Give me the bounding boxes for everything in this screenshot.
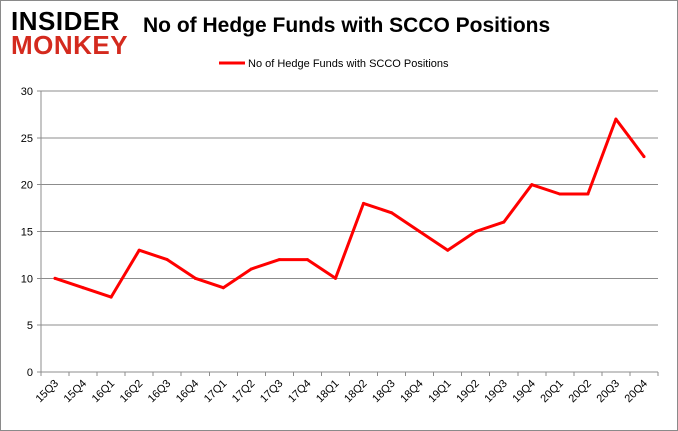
x-tick-label: 16Q4 xyxy=(174,378,202,406)
y-tick-label: 10 xyxy=(21,273,33,285)
y-tick-label: 15 xyxy=(21,227,33,239)
data-point xyxy=(474,230,478,233)
data-point xyxy=(53,276,57,280)
x-tick-label: 17Q4 xyxy=(286,378,314,406)
x-tick-label: 16Q1 xyxy=(90,378,118,406)
logo-line-1: INSIDER xyxy=(11,6,120,36)
x-tick-label: 20Q3 xyxy=(595,378,623,406)
x-tick-labels: 15Q3 15Q4 16Q1 16Q2 16Q3 16Q4 17Q1 17Q2 17Q3 17Q4… xyxy=(34,378,650,406)
x-tick-label: 19Q3 xyxy=(482,378,510,406)
x-tick-label: 19Q4 xyxy=(510,378,538,406)
x-tick-label: 19Q1 xyxy=(426,378,454,406)
chart-title: No of Hedge Funds with SCCO Positions xyxy=(143,14,551,37)
y-tick-labels: 0 5 10 15 20 25 30 xyxy=(21,86,33,379)
data-point xyxy=(81,286,85,290)
x-tick-label: 17Q2 xyxy=(230,378,258,406)
data-point xyxy=(137,248,141,252)
data-point xyxy=(614,117,618,121)
data-point xyxy=(165,258,169,262)
x-tick-label: 17Q1 xyxy=(202,378,230,406)
series-line xyxy=(53,117,646,299)
x-tick-label: 16Q2 xyxy=(118,378,146,406)
y-tick-label: 20 xyxy=(21,180,33,192)
x-tick-label: 20Q2 xyxy=(566,378,594,406)
x-tick-label: 16Q3 xyxy=(146,378,174,406)
data-point xyxy=(221,286,225,290)
x-tick-label: 15Q3 xyxy=(34,378,62,406)
x-tick-label: 17Q3 xyxy=(258,378,286,406)
x-tick-label: 18Q2 xyxy=(342,378,370,406)
insider-monkey-logo: INSIDER MONKEY xyxy=(11,6,129,60)
data-point xyxy=(109,295,113,299)
y-tick-label: 30 xyxy=(21,86,33,98)
x-tick-label: 20Q4 xyxy=(623,378,651,406)
data-point xyxy=(362,201,366,205)
logo-line-2: MONKEY xyxy=(11,30,129,60)
x-tick-label: 20Q1 xyxy=(538,378,566,406)
data-point xyxy=(277,258,281,262)
data-point xyxy=(558,192,562,196)
legend-label: No of Hedge Funds with SCCO Positions xyxy=(248,58,449,70)
data-point xyxy=(333,276,337,280)
data-point xyxy=(193,276,197,280)
y-tick-label: 0 xyxy=(27,367,33,379)
x-tick-label: 18Q3 xyxy=(370,378,398,406)
data-point xyxy=(305,258,309,262)
data-point xyxy=(502,220,506,224)
y-tick-label: 25 xyxy=(21,133,33,145)
data-point xyxy=(390,211,394,215)
x-tick-label: 18Q4 xyxy=(398,378,426,406)
x-tick-label: 19Q2 xyxy=(454,378,482,406)
x-tick-label: 15Q4 xyxy=(62,378,90,406)
data-point xyxy=(418,230,422,233)
series xyxy=(53,117,646,299)
data-point xyxy=(446,248,450,252)
data-point xyxy=(530,183,534,187)
data-point xyxy=(249,267,253,271)
x-tick-label: 18Q1 xyxy=(314,378,342,406)
data-point xyxy=(586,192,590,196)
y-tick-label: 5 xyxy=(27,320,33,332)
gridlines xyxy=(41,90,658,326)
axes xyxy=(37,90,659,376)
data-point xyxy=(642,155,646,159)
legend: No of Hedge Funds with SCCO Positions xyxy=(219,58,449,70)
